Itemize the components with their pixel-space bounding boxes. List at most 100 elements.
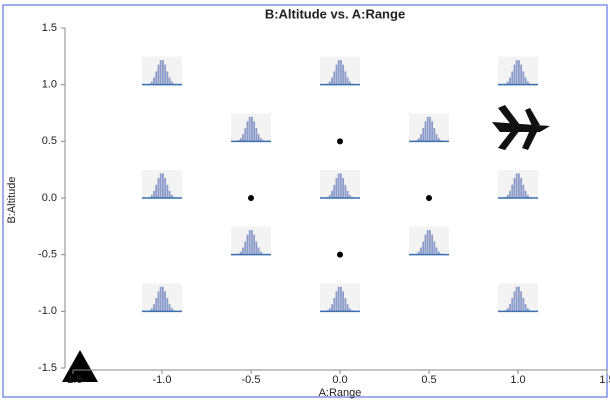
glyph-bar — [340, 286, 342, 312]
x-tick-label: 0.5 — [421, 374, 436, 386]
glyph-bar — [417, 251, 420, 255]
glyph-bar — [328, 308, 331, 312]
glyph-bar — [162, 286, 164, 312]
glyph-bar — [524, 190, 527, 198]
glyph-bar — [515, 286, 518, 312]
glyph-bar — [513, 291, 516, 312]
glyph-bar — [168, 190, 171, 198]
glyph-bar — [337, 286, 340, 312]
glyph-bar — [437, 251, 440, 255]
glyph-bar — [242, 247, 244, 255]
glyph-bar — [170, 81, 173, 85]
glyph-bar — [420, 134, 422, 142]
glyph-bar — [150, 308, 153, 312]
frame — [2, 4, 608, 398]
x-tick-label: 1.0 — [510, 374, 525, 386]
histogram-glyph — [142, 283, 182, 313]
y-tick-label: 1.0 — [42, 79, 57, 91]
histogram-glyph — [498, 56, 538, 86]
dot — [337, 138, 343, 145]
glyph-bar — [170, 308, 173, 312]
histogram-glyph — [498, 283, 538, 313]
glyph-bar — [337, 173, 340, 198]
x-tick-label: 1.5 — [599, 374, 610, 386]
glyph-bar — [506, 308, 509, 312]
glyph-bar — [328, 81, 331, 85]
glyph-bar — [509, 190, 511, 198]
glyph-bar — [520, 64, 523, 85]
glyph-bar — [346, 77, 349, 85]
glyph-bar — [150, 81, 153, 85]
y-tick-label: 0.5 — [42, 135, 57, 147]
glyph-bar — [242, 134, 244, 142]
triangle-icon — [62, 350, 98, 382]
x-axis-label: A:Range — [319, 387, 362, 399]
glyph-bar — [344, 71, 347, 85]
glyph-bar — [346, 190, 349, 198]
glyph-bar — [331, 190, 333, 198]
glyph-bar — [348, 308, 351, 312]
glyph-bar — [526, 194, 529, 198]
histogram-glyph — [142, 170, 182, 199]
glyph-bar — [437, 138, 440, 142]
glyph-bar — [244, 241, 247, 255]
glyph-bar — [153, 190, 155, 198]
glyph-bar — [506, 194, 509, 198]
glyph-bar — [251, 116, 253, 142]
glyph-bar — [344, 298, 347, 312]
glyph-bar — [333, 71, 336, 85]
glyph-bar — [168, 304, 171, 312]
histogram-glyph — [231, 226, 271, 256]
glyph-bar — [246, 121, 249, 142]
y-tick-label: 1.5 — [42, 22, 57, 34]
glyph-bar — [513, 178, 516, 198]
x-tick-label: -1.0 — [153, 374, 172, 386]
histogram-glyph — [231, 113, 271, 143]
glyph-bar — [259, 138, 262, 142]
glyph-bar — [340, 60, 342, 85]
glyph-bar — [157, 291, 160, 312]
dot — [248, 195, 254, 201]
glyph-bar — [335, 291, 338, 312]
glyph-bar — [431, 234, 434, 255]
y-tick-label: -0.5 — [38, 249, 57, 261]
glyph-bar — [426, 230, 429, 255]
glyph-bar — [515, 60, 518, 85]
glyph-bar — [417, 138, 420, 142]
glyph-bar — [164, 178, 167, 198]
glyph-bar — [422, 128, 425, 142]
glyph-bar — [522, 184, 525, 198]
glyph-bar — [255, 128, 258, 142]
glyph-bar — [422, 241, 425, 255]
glyph-bar — [433, 241, 436, 255]
y-tick-label: -1.5 — [38, 362, 57, 374]
glyph-bar — [335, 178, 338, 198]
glyph-bar — [511, 71, 514, 85]
glyph-bar — [168, 77, 171, 85]
glyph-bar — [511, 298, 514, 312]
glyph-bar — [166, 71, 169, 85]
glyph-bar — [342, 291, 345, 312]
glyph-bar — [157, 64, 160, 85]
glyph-bar — [526, 81, 529, 85]
glyph-bar — [340, 173, 342, 198]
glyph-bar — [518, 60, 520, 85]
histogram-glyph — [320, 56, 360, 86]
glyph-bar — [424, 234, 427, 255]
glyph-bar — [346, 304, 349, 312]
histogram-glyph — [409, 226, 449, 256]
glyph-bar — [162, 60, 164, 85]
x-tick-label: -1.5 — [64, 374, 83, 386]
glyph-bar — [331, 77, 333, 85]
glyph-bar — [435, 247, 438, 255]
glyph-bar — [253, 234, 256, 255]
histogram-glyph — [320, 283, 360, 313]
glyph-bar — [420, 247, 422, 255]
glyph-bar — [164, 64, 167, 85]
glyph-bar — [429, 230, 431, 255]
glyph-bar — [337, 60, 340, 85]
dot — [337, 251, 343, 258]
glyph-bar — [246, 234, 249, 255]
dot — [426, 195, 432, 201]
glyph-bar — [253, 121, 256, 142]
